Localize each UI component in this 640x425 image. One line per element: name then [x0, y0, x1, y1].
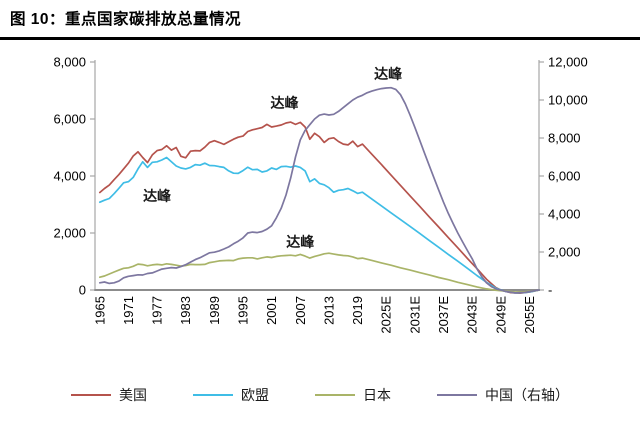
x-axis-tick-label: 1965	[92, 296, 107, 325]
y-axis-right-tick-label: 2,000	[548, 245, 581, 260]
annotation-peak-label: 达峰	[271, 95, 300, 111]
x-axis-tick-label: 2055E	[522, 296, 537, 334]
emissions-line-chart: 0 2,000 4,000 6,000 8,000 - 2,000 4,000 6,000 8,0…	[53, 55, 588, 334]
y-axis-left-tick-label: 4,000	[53, 169, 86, 184]
y-axis-left-tick-label: 6,000	[53, 112, 86, 127]
x-axis-tick-label: 2001	[264, 296, 279, 325]
figure-title: 图 10：重点国家碳排放总量情况	[10, 11, 242, 28]
annotation-peak-label: 达峰	[286, 234, 315, 250]
y-axis-left-tick-label: 8,000	[53, 55, 86, 70]
chart-legend: 美国 欧盟 日本 中国（右轴）	[0, 380, 640, 410]
legend-item-eu: 欧盟	[193, 385, 269, 405]
y-axis-right-tick-label: 4,000	[548, 207, 581, 222]
x-axis-tick-label: 1983	[178, 296, 193, 325]
legend-item-japan: 日本	[315, 385, 391, 405]
x-axis-tick-label: 2007	[293, 296, 308, 325]
x-axis-tick-label: 2019	[350, 296, 365, 325]
y-axis-right-tick-label: 8,000	[548, 131, 581, 146]
series-line-japan	[98, 252, 540, 293]
y-axis-right-tick-label: 10,000	[548, 93, 588, 108]
annotation-peak-label: 达峰	[143, 188, 172, 204]
x-axis-tick-label: 2049E	[493, 296, 508, 334]
series-line-china	[98, 86, 540, 294]
y-axis-left-tick-label: 0	[79, 283, 86, 298]
legend-swatch-eu	[193, 394, 233, 396]
series-line-us	[98, 121, 540, 294]
x-axis-tick-label: 1971	[121, 296, 136, 325]
x-axis-tick-label: 1995	[236, 296, 251, 325]
series-line-eu	[98, 156, 540, 294]
x-axis-tick-label: 2025E	[379, 296, 394, 334]
legend-label-japan: 日本	[363, 387, 391, 403]
x-axis-tick-label: 2031E	[407, 296, 422, 334]
y-axis-right-tick-label: 6,000	[548, 169, 581, 184]
x-axis-tick-label: 2043E	[465, 296, 480, 334]
x-axis-tick-label: 1977	[150, 296, 165, 325]
y-axis-right-tick-label: -	[548, 283, 552, 298]
legend-item-china: 中国（右轴）	[437, 385, 569, 405]
x-axis-tick-label: 1989	[207, 296, 222, 325]
legend-swatch-japan	[315, 394, 355, 396]
legend-label-us: 美国	[119, 387, 147, 403]
x-axis-tick-label: 2013	[321, 296, 336, 325]
title-underline	[0, 37, 640, 40]
x-axis-tick-label: 2037E	[436, 296, 451, 334]
annotation-peak-label: 达峰	[374, 66, 403, 82]
y-axis-right-tick-label: 12,000	[548, 55, 588, 70]
legend-item-us: 美国	[71, 385, 147, 405]
legend-swatch-us	[71, 394, 111, 396]
legend-swatch-china	[437, 394, 477, 396]
legend-label-china: 中国（右轴）	[485, 387, 569, 403]
legend-label-eu: 欧盟	[241, 387, 269, 403]
y-axis-left-tick-label: 2,000	[53, 226, 86, 241]
